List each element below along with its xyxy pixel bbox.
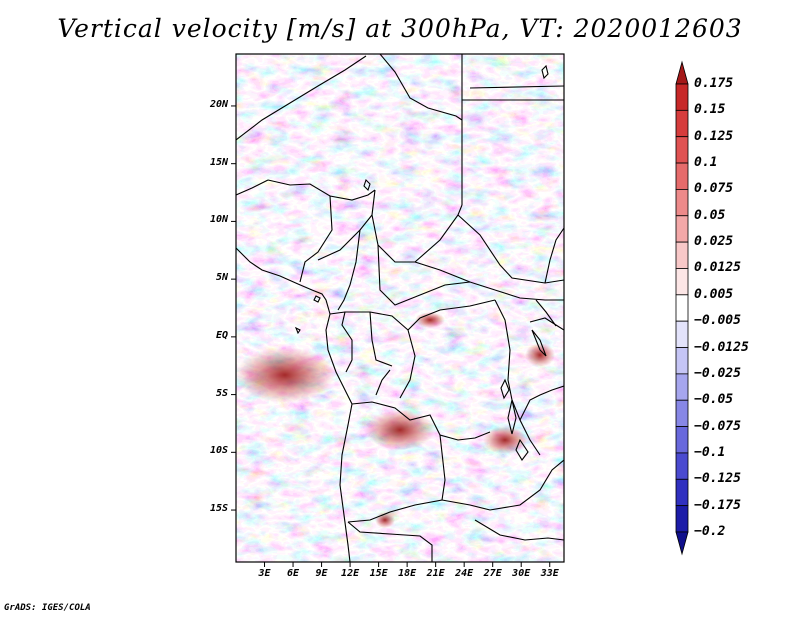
colorbar-segment <box>675 268 689 296</box>
coastlines-and-borders <box>236 54 564 562</box>
lat-tick-label: 10S <box>209 445 228 457</box>
lat-tick-label: 20N <box>209 98 228 110</box>
colorbar-label: 0.0125 <box>694 260 741 276</box>
colorbar-segment <box>675 294 689 322</box>
lat-tick-marks <box>231 105 236 511</box>
colorbar-segment <box>675 347 689 375</box>
lat-tick-label: 5S <box>215 387 228 399</box>
colorbar <box>675 60 689 556</box>
lon-tick-label: 18E <box>398 568 417 579</box>
colorbar-label: 0.05 <box>694 207 726 223</box>
colorbar-segment <box>675 189 689 217</box>
colorbar-segment <box>675 373 689 401</box>
lon-tick-label: 9E <box>315 568 328 579</box>
colorbar-segment <box>675 478 689 507</box>
colorbar-label: −0.075 <box>694 418 741 434</box>
lon-tick-label: 27E <box>483 568 502 579</box>
colorbar-label: 0.15 <box>694 102 726 118</box>
lat-tick-label: 5N <box>215 272 228 284</box>
colorbar-label: −0.1 <box>694 444 726 460</box>
lon-tick-label: 30E <box>512 568 531 579</box>
colorbar-segment <box>675 452 689 480</box>
lon-tick-label: 33E <box>540 568 559 579</box>
map-frame <box>235 53 565 563</box>
colorbar-label: −0.0125 <box>694 339 749 355</box>
colorbar-label: 0.075 <box>694 181 734 197</box>
colorbar-label: −0.025 <box>694 365 741 381</box>
colorbar-label: 0.025 <box>694 234 734 250</box>
colorbar-label: −0.175 <box>694 497 741 513</box>
colorbar-label: −0.05 <box>694 392 734 408</box>
lat-tick-label: 15N <box>209 156 228 168</box>
lon-tick-label: 12E <box>341 568 360 579</box>
colorbar-segment <box>675 399 689 427</box>
lon-tick-label: 24E <box>455 568 474 579</box>
lon-tick-label: 21E <box>426 568 445 579</box>
lon-tick-label: 15E <box>369 568 388 579</box>
lat-tick-label: EQ <box>215 329 228 341</box>
lon-tick-label: 3E <box>258 568 271 579</box>
colorbar-label: −0.125 <box>694 471 741 487</box>
colorbar-top-arrow <box>675 60 689 85</box>
lon-tick-marks <box>264 562 551 567</box>
colorbar-label: 0.1 <box>694 155 718 171</box>
colorbar-segment <box>675 83 689 111</box>
lat-tick-label: 10N <box>209 214 228 226</box>
lat-tick-label: 15S <box>209 503 228 515</box>
colorbar-segment <box>675 320 689 348</box>
colorbar-segment <box>675 136 689 164</box>
lon-tick-label: 6E <box>287 568 300 579</box>
colorbar-label: 0.125 <box>694 128 734 144</box>
colorbar-segment <box>675 109 689 138</box>
colorbar-segment <box>675 241 689 269</box>
colorbar-label: −0.005 <box>694 313 741 329</box>
colorbar-label: −0.2 <box>694 524 726 539</box>
colorbar-segment <box>675 162 689 190</box>
vertical-velocity-field <box>236 54 564 562</box>
grads-credit: GrADS: IGES/COLA <box>4 603 91 613</box>
colorbar-label: 0.005 <box>694 286 734 302</box>
colorbar-segment <box>675 505 689 533</box>
colorbar-bottom-arrow <box>675 531 689 556</box>
colorbar-label: 0.175 <box>694 76 734 91</box>
colorbar-segment <box>675 426 689 454</box>
colorbar-segment <box>675 215 689 243</box>
chart-title: Vertical velocity [m/s] at 300hPa, VT: 2… <box>57 14 743 43</box>
